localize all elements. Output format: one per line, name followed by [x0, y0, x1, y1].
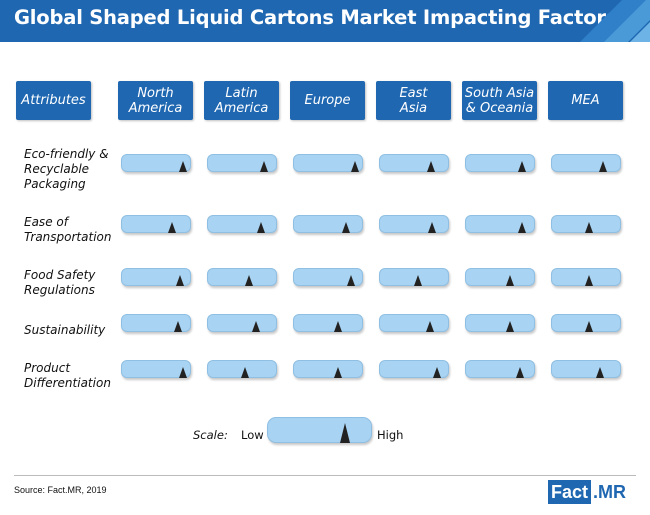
- chart-title: Global Shaped Liquid Cartons Market Impa…: [14, 6, 618, 29]
- gauge-marker: [426, 321, 434, 332]
- gauge-marker: [334, 367, 342, 378]
- region-label: East Asia: [399, 85, 428, 116]
- gauge-r4-c1: [207, 360, 277, 378]
- header-region-europe: Europe: [290, 81, 365, 120]
- gauge-r4-c2: [293, 360, 363, 378]
- gauge-r0-c1: [207, 154, 277, 172]
- gauge-marker: [257, 222, 265, 233]
- gauge-r3-c5: [551, 314, 621, 332]
- scale-gauge: [267, 417, 372, 443]
- gauge-r2-c1: [207, 268, 277, 286]
- gauge-marker: [347, 275, 355, 286]
- region-label: South Asia & Oceania: [464, 85, 535, 116]
- gauge-marker: [179, 367, 187, 378]
- scale-marker: [340, 423, 350, 443]
- gauge-marker: [585, 222, 593, 233]
- gauge-r0-c3: [379, 154, 449, 172]
- header-attributes: Attributes: [16, 81, 91, 120]
- header-region-east-asia: East Asia: [376, 81, 451, 120]
- logo-part1: Fact: [548, 480, 592, 504]
- footer-divider: [14, 475, 636, 476]
- region-label: MEA: [571, 93, 600, 108]
- gauge-marker: [174, 321, 182, 332]
- gauge-r4-c0: [121, 360, 191, 378]
- source-note: Source: Fact.MR, 2019: [14, 485, 107, 495]
- gauge-marker: [596, 367, 604, 378]
- gauge-marker: [176, 275, 184, 286]
- banner-decoration: [580, 0, 650, 42]
- gauge-r0-c5: [551, 154, 621, 172]
- gauge-marker: [599, 161, 607, 172]
- gauge-marker: [334, 321, 342, 332]
- gauge-marker: [245, 275, 253, 286]
- title-banner: Global Shaped Liquid Cartons Market Impa…: [0, 0, 650, 42]
- gauge-marker: [168, 222, 176, 233]
- region-label: North America: [128, 85, 183, 116]
- gauge-r1-c3: [379, 215, 449, 233]
- gauge-r3-c1: [207, 314, 277, 332]
- row-label-food-safety: Food Safety Regulations: [24, 268, 96, 297]
- gauge-r1-c4: [465, 215, 535, 233]
- gauge-r4-c3: [379, 360, 449, 378]
- scale-title: Scale:: [193, 428, 228, 442]
- gauge-r4-c5: [551, 360, 621, 378]
- gauge-marker: [351, 161, 359, 172]
- header-region-mea: MEA: [548, 81, 623, 120]
- gauge-r1-c5: [551, 215, 621, 233]
- gauge-marker: [241, 367, 249, 378]
- gauge-marker: [433, 367, 441, 378]
- region-label: Europe: [304, 93, 351, 108]
- gauge-r0-c2: [293, 154, 363, 172]
- header-region-south-asia-oceania: South Asia & Oceania: [462, 81, 537, 120]
- row-label-sustainability: Sustainability: [24, 323, 106, 337]
- gauge-r2-c5: [551, 268, 621, 286]
- gauge-r3-c0: [121, 314, 191, 332]
- gauge-marker: [414, 275, 422, 286]
- gauge-marker: [342, 222, 350, 233]
- row-label-eco-friendly: Eco-friendly & Recyclable Packaging: [24, 147, 109, 191]
- factmr-logo: Fact .MR: [548, 480, 626, 504]
- scale-low-label: Low: [241, 428, 264, 442]
- logo-part2: .MR: [593, 482, 627, 502]
- gauge-marker: [585, 275, 593, 286]
- gauge-r1-c2: [293, 215, 363, 233]
- gauge-marker: [506, 275, 514, 286]
- row-label-ease-of-transportation: Ease of Transportation: [24, 215, 112, 244]
- scale-high-label: High: [377, 428, 404, 442]
- gauge-marker: [518, 222, 526, 233]
- gauge-r1-c1: [207, 215, 277, 233]
- gauge-marker: [585, 321, 593, 332]
- region-label: Latin America: [214, 85, 269, 116]
- gauge-marker: [506, 321, 514, 332]
- gauge-r3-c4: [465, 314, 535, 332]
- gauge-r2-c4: [465, 268, 535, 286]
- gauge-marker: [260, 161, 268, 172]
- gauge-marker: [179, 161, 187, 172]
- gauge-marker: [518, 161, 526, 172]
- gauge-r2-c3: [379, 268, 449, 286]
- gauge-r3-c3: [379, 314, 449, 332]
- header-region-north-america: North America: [118, 81, 193, 120]
- gauge-r0-c4: [465, 154, 535, 172]
- row-label-product-differentiation: Product Differentiation: [24, 361, 111, 390]
- gauge-marker: [427, 161, 435, 172]
- gauge-r4-c4: [465, 360, 535, 378]
- gauge-marker: [516, 367, 524, 378]
- header-region-latin-america: Latin America: [204, 81, 279, 120]
- gauge-r0-c0: [121, 154, 191, 172]
- header-attributes-label: Attributes: [21, 93, 86, 108]
- gauge-r1-c0: [121, 215, 191, 233]
- gauge-marker: [428, 222, 436, 233]
- gauge-r2-c2: [293, 268, 363, 286]
- gauge-r2-c0: [121, 268, 191, 286]
- gauge-r3-c2: [293, 314, 363, 332]
- gauge-marker: [252, 321, 260, 332]
